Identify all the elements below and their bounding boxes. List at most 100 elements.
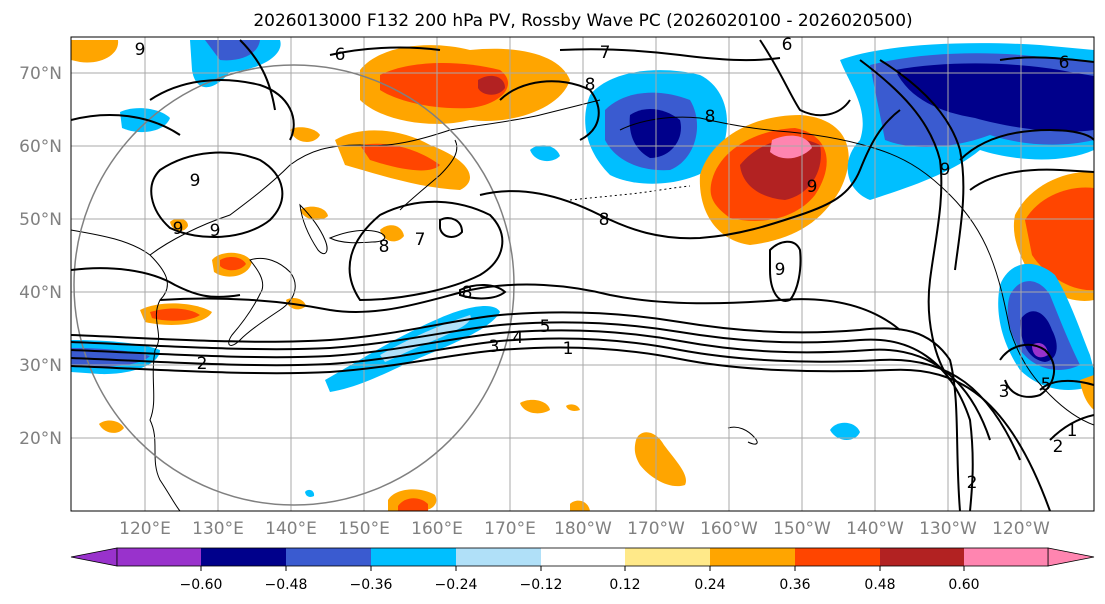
- colorbar-bin: [456, 548, 541, 566]
- lon-label: 160°E: [411, 519, 463, 539]
- colorbar-tick-label: −0.12: [520, 577, 563, 593]
- lat-label: 60°N: [19, 137, 62, 157]
- pv-contour-10: [479, 109, 901, 240]
- pv-anomaly-shading: [71, 40, 1094, 511]
- pv-contour-25: [999, 343, 1055, 398]
- contour-label: 6: [782, 35, 793, 55]
- contour-label: 1: [1067, 421, 1078, 441]
- colorbar-frame: [116, 547, 1049, 567]
- contour-label: 8: [705, 107, 716, 127]
- anomaly-region-positive: [170, 218, 188, 231]
- colorbar-tick-label: 0.12: [609, 577, 640, 593]
- lat-label: 40°N: [19, 283, 62, 303]
- contour-label: 9: [173, 219, 184, 239]
- anomaly-region-positive: [380, 225, 404, 242]
- colorbar-tick-label: 0.48: [864, 577, 895, 593]
- anomaly-region-negative: [190, 40, 281, 88]
- colorbar-tick-label: 0.60: [948, 577, 979, 593]
- colorbar-extend-min: [70, 547, 118, 567]
- anomaly-region-positive: [300, 206, 328, 220]
- contour-label: 9: [940, 160, 951, 180]
- lon-label: 150°E: [338, 519, 390, 539]
- lon-label: 150°W: [773, 519, 831, 539]
- anomaly-region-positive: [290, 127, 320, 142]
- pv-contour-15: [71, 114, 181, 136]
- anomaly-region-positive-strong: [150, 308, 200, 321]
- lon-label: 120°W: [992, 519, 1050, 539]
- contour-label: 1: [563, 339, 574, 359]
- pv-contour-5: [71, 346, 1051, 511]
- pv-contour-11: [769, 240, 802, 302]
- pv-contour-6: [159, 283, 901, 331]
- pv-contour-2: [71, 321, 974, 511]
- anomaly-region-positive: [570, 500, 590, 511]
- colorbar-tick-label: 0.24: [694, 577, 725, 593]
- pv-contour-3: [71, 329, 991, 441]
- anomaly-region-negative-weak: [380, 315, 471, 362]
- contour-label: 3: [489, 337, 500, 357]
- pv-contour-12: [150, 151, 284, 238]
- colorbar-tick-label: −0.36: [350, 577, 393, 593]
- pv-contour-19: [499, 80, 600, 141]
- pv-contour-21: [859, 59, 951, 381]
- coastline-kamchatka: [399, 139, 458, 211]
- coastline-sakhalin: [299, 203, 328, 255]
- lat-label: 70°N: [19, 64, 62, 84]
- pv-contour-18: [559, 48, 781, 62]
- lon-label: 130°E: [192, 519, 244, 539]
- colorbar: −0.60 −0.48 −0.36 −0.24 −0.12 0.12 0.24 …: [70, 547, 1095, 593]
- pv-contour-9: [459, 284, 507, 300]
- colorbar-bin: [371, 548, 456, 566]
- latitude-labels: 70°N 60°N 50°N 40°N 30°N 20°N: [19, 64, 62, 449]
- colorbar-tick-label: −0.48: [265, 577, 308, 593]
- anomaly-region-positive: [566, 404, 580, 411]
- coastline-aleutians: [569, 185, 691, 201]
- contour-label: 9: [190, 171, 201, 191]
- lat-label: 30°N: [19, 356, 62, 376]
- coastline-kuril: [328, 229, 386, 244]
- anomaly-region-positive-strong: [380, 63, 509, 109]
- contour-label: 2: [967, 473, 978, 493]
- map: 6 7 6 6 9 8 9 9 9 9 9 8 7 8 9 8 8 3 4 5 …: [70, 35, 1095, 512]
- colorbar-bin: [964, 548, 1048, 566]
- anomaly-region-negative-max: [1020, 311, 1057, 362]
- contour-label: 8: [379, 237, 390, 257]
- contour-label: 9: [807, 177, 818, 197]
- anomaly-region-positive-max: [478, 75, 505, 95]
- contour-label: 2: [1053, 437, 1064, 457]
- anomaly-region-positive-strong: [1025, 187, 1094, 291]
- contour-label: 8: [462, 283, 473, 303]
- colorbar-ticks: [200, 566, 965, 571]
- lon-label: 140°E: [265, 519, 317, 539]
- anomaly-region-negative: [530, 145, 560, 162]
- pv-contour-23: [959, 128, 1094, 161]
- anomaly-region-positive: [71, 40, 119, 63]
- colorbar-bin: [201, 548, 286, 566]
- lat-label: 50°N: [19, 210, 62, 230]
- colorbar-bin: [625, 548, 710, 566]
- contour-label: 7: [600, 43, 611, 63]
- anomaly-region-positive: [520, 399, 550, 414]
- pv-contours: [71, 39, 1094, 511]
- colorbar-tick-label: 0.36: [779, 577, 810, 593]
- pv-contour-17: [329, 46, 441, 56]
- contour-label: 6: [335, 45, 346, 65]
- longitude-labels: 120°E 130°E 140°E 150°E 160°E 170°E 180°…: [119, 519, 1050, 539]
- pv-contour-14: [149, 79, 295, 141]
- pv-contour-20: [759, 39, 851, 117]
- pv-contour-26: [1039, 379, 1094, 391]
- lon-label: 170°E: [484, 519, 536, 539]
- map-frame: [70, 36, 1095, 512]
- anomaly-region-positive-strong: [360, 143, 440, 171]
- anomaly-region-positive: [99, 420, 124, 433]
- contour-label: 6: [1059, 53, 1070, 73]
- coastline-asia: [71, 229, 181, 511]
- pv-contour-4: [71, 337, 1021, 461]
- lon-label: 160°W: [700, 519, 758, 539]
- contour-label: 5: [1041, 375, 1052, 395]
- lon-label: 120°E: [119, 519, 171, 539]
- contour-label: 8: [599, 210, 610, 230]
- contour-label: 4: [513, 328, 524, 348]
- colorbar-tick-label: −0.24: [435, 577, 478, 593]
